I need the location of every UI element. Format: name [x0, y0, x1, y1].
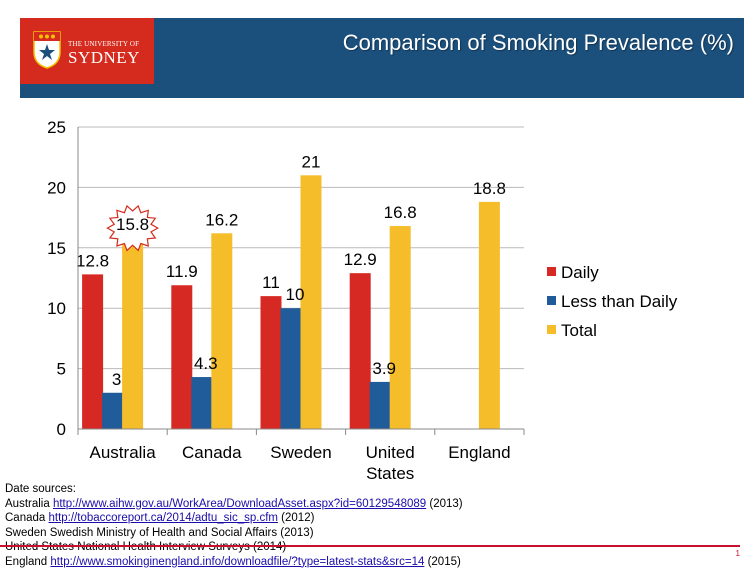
- source-line: United States National Health Interview …: [5, 540, 745, 555]
- y-tick-label: 15: [47, 239, 66, 258]
- source-line: Sweden Swedish Ministry of Health and So…: [5, 526, 745, 541]
- x-tick-label-line: United: [366, 443, 415, 462]
- source-link[interactable]: http://www.smokinginengland.info/downloa…: [50, 556, 424, 568]
- source-line: Canada http://tobaccoreport.ca/2014/adtu…: [5, 511, 745, 526]
- page-number: 1: [736, 549, 740, 558]
- data-label: 11: [262, 273, 280, 292]
- source-line: England http://www.smokinginengland.info…: [5, 555, 745, 569]
- source-year: (2015): [424, 556, 460, 568]
- source-link[interactable]: http://www.aihw.gov.au/WorkArea/Download…: [53, 498, 426, 510]
- x-tick-label: Australia: [90, 443, 157, 462]
- legend-label: Less than Daily: [561, 292, 678, 311]
- legend-swatch: [547, 325, 556, 334]
- legend-label: Total: [561, 321, 597, 340]
- sources-heading: Date sources:: [5, 482, 745, 497]
- data-label: 4.3: [194, 354, 218, 373]
- data-label: 12.9: [344, 250, 377, 269]
- sources-list: Australia http://www.aihw.gov.au/WorkAre…: [5, 497, 745, 569]
- x-tick-label: Sweden: [270, 443, 331, 462]
- bar-total: [479, 202, 500, 429]
- bar-total: [211, 233, 232, 429]
- source-label: England: [5, 556, 50, 568]
- footer-rule: [0, 545, 740, 547]
- y-tick-label: 0: [57, 420, 66, 439]
- x-tick-label-line: Sweden: [270, 443, 331, 462]
- x-tick-label-line: States: [366, 464, 414, 480]
- bar-daily: [261, 296, 282, 429]
- source-link[interactable]: http://tobaccoreport.ca/2014/adtu_sic_sp…: [48, 512, 278, 524]
- x-tick-label-line: Canada: [182, 443, 242, 462]
- x-tick-label-line: Australia: [90, 443, 157, 462]
- x-tick-label: England: [448, 443, 510, 462]
- legend-swatch: [547, 296, 556, 305]
- data-label: 18.8: [473, 179, 506, 198]
- source-line: Australia http://www.aihw.gov.au/WorkAre…: [5, 497, 745, 512]
- source-label: Australia: [5, 498, 53, 510]
- bar-chart: 12.8 11.9 11 12.9 3 4.3 10 3.9 15.8 16.2 21 16.8 18.…: [0, 0, 754, 480]
- y-tick-label: 10: [47, 299, 66, 318]
- bar-less-than-daily: [370, 382, 391, 429]
- source-year: (2012): [278, 512, 314, 524]
- data-label: 16.8: [384, 203, 417, 222]
- y-tick-label: 25: [47, 118, 66, 137]
- bar-total: [390, 226, 411, 429]
- chart-legend: Daily Less than Daily Total: [547, 263, 678, 340]
- legend-label: Daily: [561, 263, 599, 282]
- x-tick-label-line: England: [448, 443, 510, 462]
- data-sources: Date sources: Australia http://www.aihw.…: [5, 482, 745, 569]
- y-tick-label: 20: [47, 178, 66, 197]
- source-year: (2013): [426, 498, 462, 510]
- bar-less-than-daily: [191, 377, 212, 429]
- bar-total: [122, 238, 143, 429]
- x-tick-label: Canada: [182, 443, 242, 462]
- y-tick-label: 5: [57, 360, 66, 379]
- source-label: Canada: [5, 512, 48, 524]
- data-label: 11.9: [166, 262, 198, 281]
- data-label: 21: [302, 152, 321, 171]
- source-label: Sweden Swedish Ministry of Health and So…: [5, 527, 314, 539]
- data-label: 16.2: [205, 210, 238, 229]
- bar-daily: [171, 285, 192, 429]
- data-label: 12.8: [76, 251, 109, 270]
- bar-daily: [350, 273, 371, 429]
- legend-swatch: [547, 267, 556, 276]
- bar-less-than-daily: [102, 393, 123, 429]
- bar-daily: [82, 274, 103, 429]
- data-label: 15.8: [116, 215, 149, 234]
- x-tick-label: United States: [366, 443, 415, 480]
- data-label: 10: [286, 285, 305, 304]
- data-label: 3.9: [372, 359, 396, 378]
- source-label: United States National Health Interview …: [5, 541, 286, 553]
- bar-less-than-daily: [281, 308, 302, 429]
- data-label: 3: [112, 370, 121, 389]
